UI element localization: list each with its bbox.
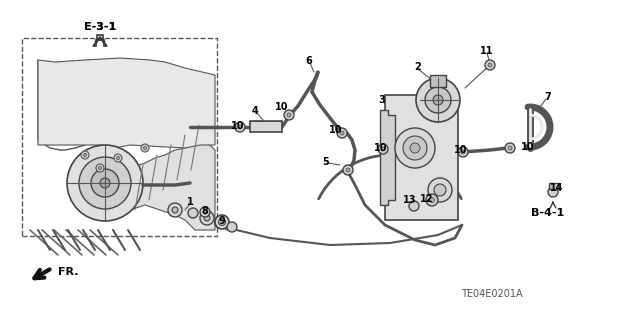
Text: E-3-1: E-3-1 (84, 22, 116, 32)
Circle shape (346, 168, 350, 172)
Circle shape (395, 128, 435, 168)
Circle shape (416, 78, 460, 122)
Circle shape (485, 60, 495, 70)
Text: 3: 3 (379, 95, 385, 105)
Circle shape (337, 128, 347, 138)
Circle shape (218, 219, 225, 226)
Circle shape (426, 194, 438, 206)
Text: 9: 9 (219, 216, 225, 226)
Circle shape (96, 164, 104, 172)
Circle shape (116, 157, 120, 160)
Circle shape (235, 122, 245, 132)
Text: 10: 10 (454, 145, 468, 155)
Circle shape (188, 208, 198, 218)
Circle shape (488, 63, 492, 67)
Circle shape (67, 145, 143, 221)
Text: 14: 14 (550, 183, 564, 193)
Text: TE04E0201A: TE04E0201A (461, 289, 523, 299)
Circle shape (91, 169, 119, 197)
Text: 6: 6 (306, 56, 312, 66)
Circle shape (409, 201, 419, 211)
Text: 10: 10 (329, 125, 343, 135)
Text: B-4-1: B-4-1 (531, 208, 564, 218)
Circle shape (284, 110, 294, 120)
Text: 4: 4 (252, 106, 259, 116)
Circle shape (79, 157, 131, 209)
Circle shape (227, 222, 237, 232)
Text: 11: 11 (480, 46, 493, 56)
Circle shape (99, 167, 102, 169)
Circle shape (224, 222, 232, 230)
Text: 2: 2 (415, 62, 421, 72)
Circle shape (340, 131, 344, 135)
Circle shape (433, 95, 443, 105)
Circle shape (410, 143, 420, 153)
Text: 13: 13 (403, 195, 417, 205)
Polygon shape (95, 35, 105, 42)
Circle shape (425, 87, 451, 113)
Circle shape (505, 143, 515, 153)
Circle shape (287, 113, 291, 117)
Circle shape (458, 147, 468, 157)
Circle shape (83, 153, 86, 157)
Text: 8: 8 (202, 206, 209, 216)
Circle shape (143, 146, 147, 150)
Circle shape (508, 146, 512, 150)
Polygon shape (380, 110, 395, 205)
Text: E-3-1: E-3-1 (84, 22, 116, 32)
Circle shape (238, 125, 242, 129)
Text: 10: 10 (521, 142, 535, 152)
Circle shape (378, 144, 388, 154)
Bar (22, 38, 217, 236)
Circle shape (461, 150, 465, 154)
Text: 10: 10 (374, 143, 388, 153)
Circle shape (428, 178, 452, 202)
Circle shape (81, 151, 89, 159)
Polygon shape (385, 95, 458, 220)
Polygon shape (93, 38, 107, 46)
Circle shape (429, 197, 435, 203)
Circle shape (168, 203, 182, 217)
Circle shape (141, 144, 149, 152)
Circle shape (203, 210, 207, 214)
Bar (549, 183, 558, 189)
Bar (250, 121, 282, 132)
Circle shape (381, 147, 385, 151)
Circle shape (403, 136, 427, 160)
Circle shape (343, 165, 353, 175)
Circle shape (548, 187, 558, 197)
Circle shape (172, 207, 178, 213)
Circle shape (215, 215, 229, 229)
Circle shape (200, 207, 210, 217)
Circle shape (114, 154, 122, 162)
Text: 10: 10 (275, 102, 289, 112)
Text: 7: 7 (545, 92, 552, 102)
Circle shape (434, 184, 446, 196)
Circle shape (204, 215, 210, 221)
Circle shape (200, 211, 214, 225)
Text: 5: 5 (323, 157, 330, 167)
Polygon shape (38, 58, 215, 148)
Text: 12: 12 (420, 194, 434, 204)
Circle shape (215, 218, 225, 228)
Text: 10: 10 (231, 121, 244, 131)
Bar (430, 75, 446, 87)
Circle shape (100, 178, 110, 188)
Polygon shape (130, 143, 215, 230)
Text: FR.: FR. (58, 267, 79, 277)
Text: 1: 1 (187, 197, 193, 207)
